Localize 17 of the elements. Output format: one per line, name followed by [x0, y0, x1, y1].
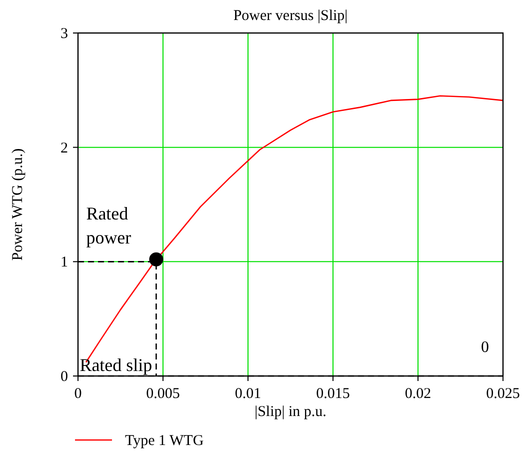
- y-tick-label: 0: [60, 369, 68, 385]
- x-tick-label: 0.02: [404, 386, 432, 402]
- y-tick-label: 2: [60, 140, 68, 156]
- annotation: Rated slip: [80, 355, 152, 375]
- annotation: 0: [481, 339, 489, 356]
- x-tick-label: 0.005: [146, 386, 180, 402]
- legend-label: Type 1 WTG: [125, 433, 204, 449]
- y-tick-label: 3: [60, 26, 68, 42]
- annotation: Rated power: [86, 203, 132, 248]
- y-axis-title: Power WTG (p.u.): [10, 148, 26, 261]
- chart-title: Power versus |Slip|: [233, 8, 348, 24]
- x-axis-title: |Slip| in p.u.: [254, 404, 326, 420]
- x-tick-label: 0: [74, 386, 82, 402]
- x-tick-label: 0.025: [486, 386, 520, 402]
- y-tick-label: 1: [60, 254, 68, 271]
- x-tick-label: 0.015: [316, 386, 350, 402]
- x-tick-label: 0.01: [234, 386, 262, 402]
